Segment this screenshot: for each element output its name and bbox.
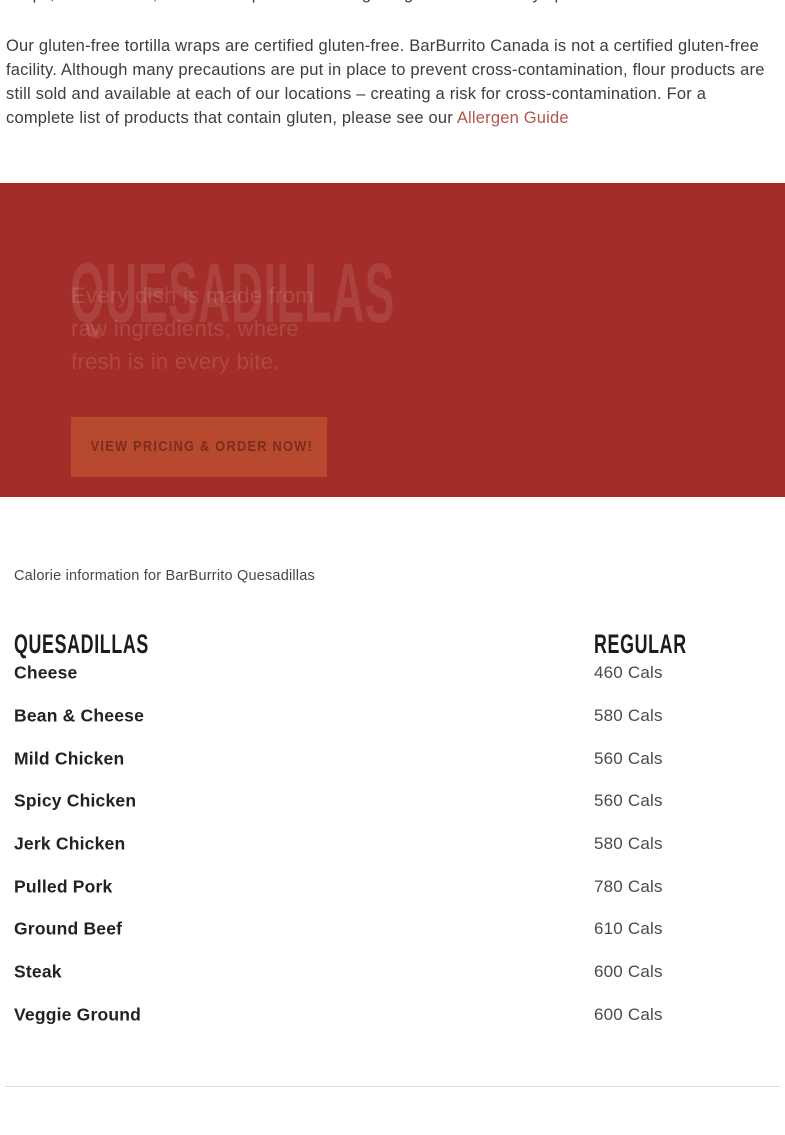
item-calories: 560 Cals bbox=[594, 791, 663, 811]
allergen-guide-link[interactable]: Allergen Guide bbox=[456, 108, 569, 127]
item-calories: 610 Cals bbox=[594, 919, 663, 939]
item-calories: 580 Cals bbox=[594, 706, 663, 726]
table-header-regular: REGULAR bbox=[594, 629, 687, 660]
table-row: Bean & Cheese 580 Cals bbox=[0, 695, 785, 738]
tagline-line-2: raw ingredients, where bbox=[71, 316, 299, 341]
item-calories: 560 Cals bbox=[594, 748, 663, 768]
tagline-line-1: Every dish is made from bbox=[71, 283, 314, 308]
item-name: Ground Beef bbox=[14, 918, 123, 939]
item-name: Jerk Chicken bbox=[14, 833, 126, 854]
calorie-table: Cheese 460 Cals Bean & Cheese 580 Cals M… bbox=[0, 652, 785, 1036]
table-row: Ground Beef 610 Cals bbox=[0, 908, 785, 951]
gluten-free-disclaimer-paragraph: Our gluten-free tortilla wraps are certi… bbox=[6, 34, 778, 130]
item-calories: 580 Cals bbox=[594, 834, 663, 854]
quesadillas-hero-banner: QUESADILLAS Every dish is made from raw … bbox=[0, 183, 785, 497]
table-row: Mild Chicken 560 Cals bbox=[0, 737, 785, 780]
item-name: Pulled Pork bbox=[14, 876, 113, 897]
item-name: Mild Chicken bbox=[14, 748, 125, 769]
item-calories: 460 Cals bbox=[594, 663, 663, 683]
item-name: Bean & Cheese bbox=[14, 705, 145, 726]
table-row: Jerk Chicken 580 Cals bbox=[0, 823, 785, 866]
banner-title: QUESADILLAS bbox=[70, 246, 395, 341]
item-name: Veggie Ground bbox=[14, 1004, 142, 1025]
table-row: Spicy Chicken 560 Cals bbox=[0, 780, 785, 823]
item-name: Cheese bbox=[14, 662, 78, 683]
calorie-info-caption: Calorie information for BarBurrito Quesa… bbox=[14, 568, 315, 584]
tagline-line-3: fresh is in every bite. bbox=[71, 349, 280, 374]
section-divider bbox=[5, 1086, 780, 1087]
item-calories: 600 Cals bbox=[594, 1004, 663, 1024]
table-row: Pulled Pork 780 Cals bbox=[0, 865, 785, 908]
item-calories: 780 Cals bbox=[594, 876, 663, 896]
item-name: Steak bbox=[14, 961, 62, 982]
item-calories: 600 Cals bbox=[594, 962, 663, 982]
top-cutoff-text-line: wraps, burrito bowls, salads and quesadi… bbox=[6, 0, 778, 4]
table-row: Veggie Ground 600 Cals bbox=[0, 994, 785, 1037]
table-row: Cheese 460 Cals bbox=[0, 652, 785, 695]
table-row: Steak 600 Cals bbox=[0, 951, 785, 994]
item-name: Spicy Chicken bbox=[14, 790, 137, 811]
banner-tagline: Every dish is made from raw ingredients,… bbox=[71, 279, 371, 378]
view-pricing-order-button-label: VIEW PRICING & ORDER NOW! bbox=[90, 438, 314, 455]
disclaimer-text: Our gluten-free tortilla wraps are certi… bbox=[6, 36, 765, 127]
view-pricing-order-button[interactable]: VIEW PRICING & ORDER NOW! bbox=[71, 417, 327, 477]
table-header-quesadillas: QUESADILLAS bbox=[14, 629, 149, 660]
